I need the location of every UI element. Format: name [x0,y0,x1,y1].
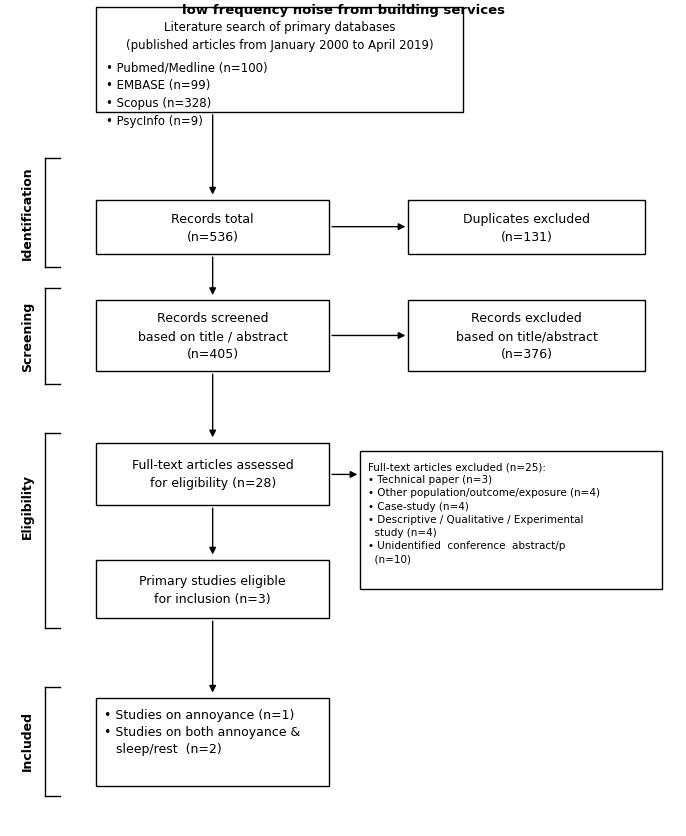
Text: • Studies on annoyance (n=1)
• Studies on both annoyance &
   sleep/rest  (n=2): • Studies on annoyance (n=1) • Studies o… [104,708,300,755]
Text: Records total
(n=536): Records total (n=536) [172,212,254,243]
Text: Included: Included [21,710,34,770]
Text: • Pubmed/Medline (n=100)
• EMBASE (n=99)
• Scopus (n=328)
• PsycInfo (n=9): • Pubmed/Medline (n=100) • EMBASE (n=99)… [106,61,268,128]
Text: Eligibility: Eligibility [21,473,34,538]
FancyBboxPatch shape [408,301,645,372]
Text: Screening: Screening [21,302,34,372]
FancyBboxPatch shape [96,8,463,113]
Text: Full-text articles assessed
for eligibility (n=28): Full-text articles assessed for eligibil… [132,459,294,490]
Text: Identification: Identification [21,166,34,260]
Text: Records screened
based on title / abstract
(n=405): Records screened based on title / abstra… [138,312,287,361]
FancyBboxPatch shape [96,201,329,255]
FancyBboxPatch shape [96,560,329,619]
FancyBboxPatch shape [96,443,329,506]
FancyBboxPatch shape [96,698,329,786]
Text: Literature search of primary databases
(published articles from January 2000 to : Literature search of primary databases (… [126,21,434,52]
FancyBboxPatch shape [408,201,645,255]
Text: Records excluded
based on title/abstract
(n=376): Records excluded based on title/abstract… [456,312,598,361]
Text: low frequency noise from building services: low frequency noise from building servic… [182,4,504,18]
Text: Primary studies eligible
for inclusion (n=3): Primary studies eligible for inclusion (… [139,573,286,605]
FancyBboxPatch shape [360,451,662,589]
Text: Full-text articles excluded (n=25):
• Technical paper (n=3)
• Other population/o: Full-text articles excluded (n=25): • Te… [368,461,600,563]
Text: Duplicates excluded
(n=131): Duplicates excluded (n=131) [463,212,590,243]
FancyBboxPatch shape [96,301,329,372]
